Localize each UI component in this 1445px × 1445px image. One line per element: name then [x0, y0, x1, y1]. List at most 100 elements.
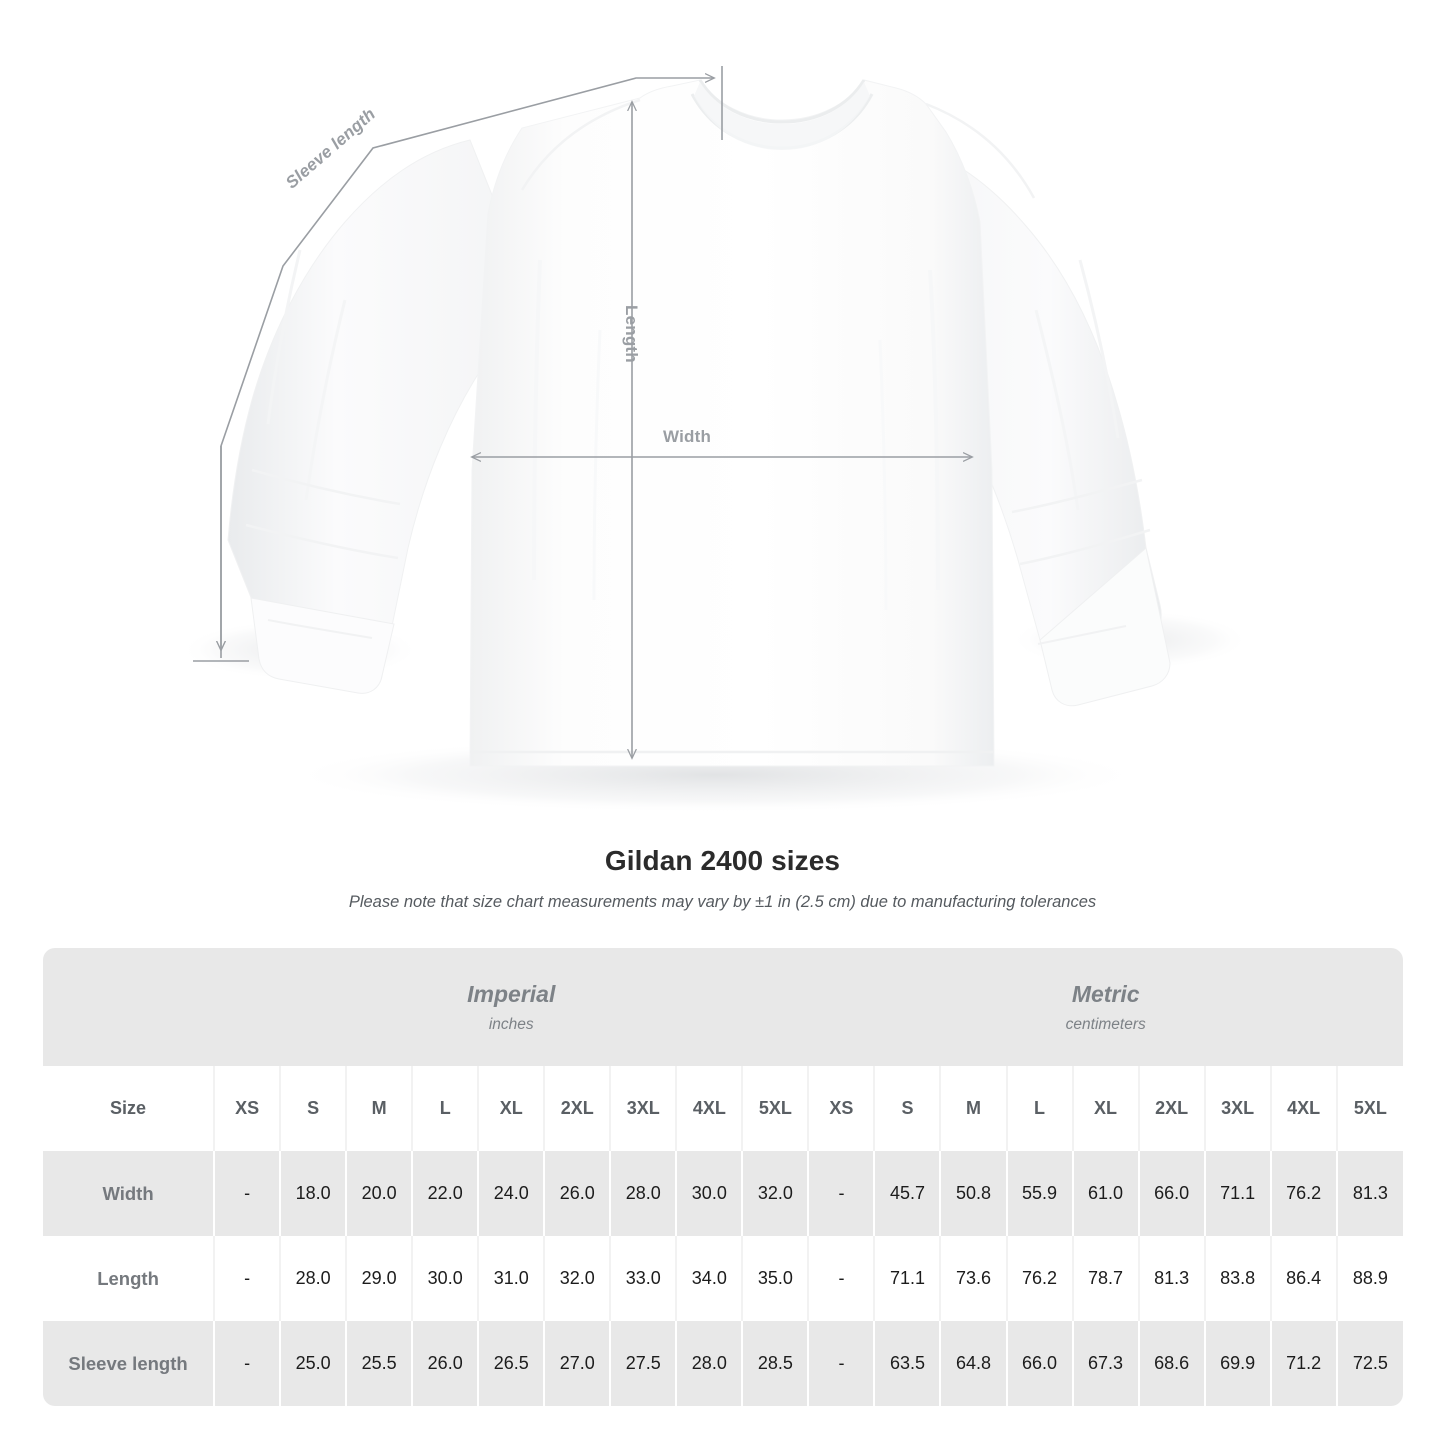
width-imperial-m: 20.0: [345, 1151, 413, 1236]
width-imperial-s: 18.0: [279, 1151, 347, 1236]
length-imperial-5xl: 35.0: [741, 1236, 809, 1321]
size-header-imperial-xs: XS: [213, 1066, 281, 1151]
size-header-metric-l: L: [1005, 1066, 1073, 1151]
width-imperial-l: 22.0: [411, 1151, 479, 1236]
sleeve-metric-2xl: 68.6: [1137, 1321, 1205, 1406]
sleeve-imperial-l: 26.0: [411, 1321, 479, 1406]
size-chart-table-wrapper: Imperial inches Metric centimeters Size …: [43, 948, 1403, 1406]
size-header-imperial-xl: XL: [477, 1066, 545, 1151]
size-chart-table: Imperial inches Metric centimeters Size …: [43, 948, 1403, 1406]
length-imperial-2xl: 32.0: [543, 1236, 611, 1321]
width-imperial-3xl: 28.0: [609, 1151, 677, 1236]
sleeve-imperial-5xl: 28.5: [741, 1321, 809, 1406]
width-imperial-xs: -: [213, 1151, 281, 1236]
size-corner-label: Size: [43, 1066, 215, 1151]
size-header-imperial-4xl: 4XL: [675, 1066, 743, 1151]
length-dimension-label: Length: [622, 305, 641, 363]
unit-corner-cell: [43, 948, 215, 1066]
length-metric-s: 71.1: [873, 1236, 941, 1321]
sleeve-metric-5xl: 72.5: [1335, 1321, 1403, 1406]
tolerance-note: Please note that size chart measurements…: [348, 893, 1097, 911]
table-row: Width - 18.0 20.0 22.0 24.0 26.0 28.0 30…: [43, 1151, 1403, 1236]
width-metric-xl: 61.0: [1071, 1151, 1139, 1236]
sleeve-imperial-s: 25.0: [279, 1321, 347, 1406]
length-imperial-xl: 31.0: [477, 1236, 545, 1321]
width-metric-4xl: 76.2: [1269, 1151, 1337, 1236]
size-header-row: Size XS S M L XL 2XL 3XL 4XL 5XL XS S M …: [43, 1066, 1403, 1151]
unit-name-imperial: Imperial: [467, 980, 556, 1007]
table-row: Length - 28.0 29.0 30.0 31.0 32.0 33.0 3…: [43, 1236, 1403, 1321]
width-metric-s: 45.7: [873, 1151, 941, 1236]
sleeve-metric-xs: -: [807, 1321, 875, 1406]
length-metric-3xl: 83.8: [1203, 1236, 1271, 1321]
unit-name-metric: Metric: [1071, 980, 1140, 1007]
width-imperial-4xl: 30.0: [675, 1151, 743, 1236]
length-metric-xl: 78.7: [1071, 1236, 1139, 1321]
width-imperial-5xl: 32.0: [741, 1151, 809, 1236]
size-header-metric-xs: XS: [807, 1066, 875, 1151]
size-header-metric-s: S: [873, 1066, 941, 1151]
length-imperial-xs: -: [213, 1236, 281, 1321]
sleeve-imperial-xl: 26.5: [477, 1321, 545, 1406]
size-header-imperial-l: L: [411, 1066, 479, 1151]
size-header-imperial-5xl: 5XL: [741, 1066, 809, 1151]
sleeve-imperial-3xl: 27.5: [609, 1321, 677, 1406]
unit-header-row: Imperial inches Metric centimeters: [43, 948, 1403, 1066]
width-imperial-xl: 24.0: [477, 1151, 545, 1236]
length-metric-m: 73.6: [939, 1236, 1007, 1321]
width-metric-2xl: 66.0: [1137, 1151, 1205, 1236]
size-header-metric-3xl: 3XL: [1203, 1066, 1271, 1151]
sleeve-metric-l: 66.0: [1005, 1321, 1073, 1406]
shirt-body: [469, 79, 1036, 767]
row-label-length: Length: [43, 1236, 215, 1321]
measurement-lines: [193, 66, 972, 758]
size-header-metric-m: M: [939, 1066, 1007, 1151]
size-header-imperial-2xl: 2XL: [543, 1066, 611, 1151]
size-header-metric-2xl: 2XL: [1137, 1066, 1205, 1151]
garment-illustration: [180, 66, 1250, 813]
unit-group-imperial: Imperial inches: [214, 948, 809, 1066]
length-imperial-3xl: 33.0: [609, 1236, 677, 1321]
width-imperial-2xl: 26.0: [543, 1151, 611, 1236]
length-imperial-m: 29.0: [345, 1236, 413, 1321]
sleeve-imperial-2xl: 27.0: [543, 1321, 611, 1406]
garment-diagram: Sleeve length Length Width: [180, 66, 1250, 813]
unit-sub-imperial: inches: [488, 1016, 534, 1034]
size-header-metric-5xl: 5XL: [1335, 1066, 1403, 1151]
left-sleeve: [227, 139, 537, 694]
sleeve-metric-4xl: 71.2: [1269, 1321, 1337, 1406]
width-metric-l: 55.9: [1005, 1151, 1073, 1236]
sleeve-metric-xl: 67.3: [1071, 1321, 1139, 1406]
table-row: Sleeve length - 25.0 25.5 26.0 26.5 27.0…: [43, 1321, 1403, 1406]
unit-group-metric: Metric centimeters: [808, 948, 1403, 1066]
size-header-imperial-3xl: 3XL: [609, 1066, 677, 1151]
length-metric-l: 76.2: [1005, 1236, 1073, 1321]
sleeve-metric-s: 63.5: [873, 1321, 941, 1406]
size-header-imperial-m: M: [345, 1066, 413, 1151]
sleeve-metric-3xl: 69.9: [1203, 1321, 1271, 1406]
size-header-metric-xl: XL: [1071, 1066, 1139, 1151]
title-block: Gildan 2400 sizes Please note that size …: [0, 845, 1445, 912]
length-metric-2xl: 81.3: [1137, 1236, 1205, 1321]
sleeve-metric-m: 64.8: [939, 1321, 1007, 1406]
length-metric-5xl: 88.9: [1335, 1236, 1403, 1321]
width-metric-3xl: 71.1: [1203, 1151, 1271, 1236]
width-metric-m: 50.8: [939, 1151, 1007, 1236]
sleeve-imperial-m: 25.5: [345, 1321, 413, 1406]
page-title: Gildan 2400 sizes: [604, 845, 841, 876]
length-imperial-l: 30.0: [411, 1236, 479, 1321]
length-imperial-4xl: 34.0: [675, 1236, 743, 1321]
length-imperial-s: 28.0: [279, 1236, 347, 1321]
length-metric-4xl: 86.4: [1269, 1236, 1337, 1321]
sleeve-imperial-4xl: 28.0: [675, 1321, 743, 1406]
width-dimension-label: Width: [663, 427, 712, 446]
sleeve-imperial-xs: -: [213, 1321, 281, 1406]
size-header-metric-4xl: 4XL: [1269, 1066, 1337, 1151]
length-metric-xs: -: [807, 1236, 875, 1321]
width-metric-5xl: 81.3: [1335, 1151, 1403, 1236]
unit-sub-metric: centimeters: [1065, 1016, 1146, 1034]
row-label-width: Width: [43, 1151, 215, 1236]
row-label-sleeve-length: Sleeve length: [43, 1321, 215, 1406]
size-header-imperial-s: S: [279, 1066, 347, 1151]
width-metric-xs: -: [807, 1151, 875, 1236]
